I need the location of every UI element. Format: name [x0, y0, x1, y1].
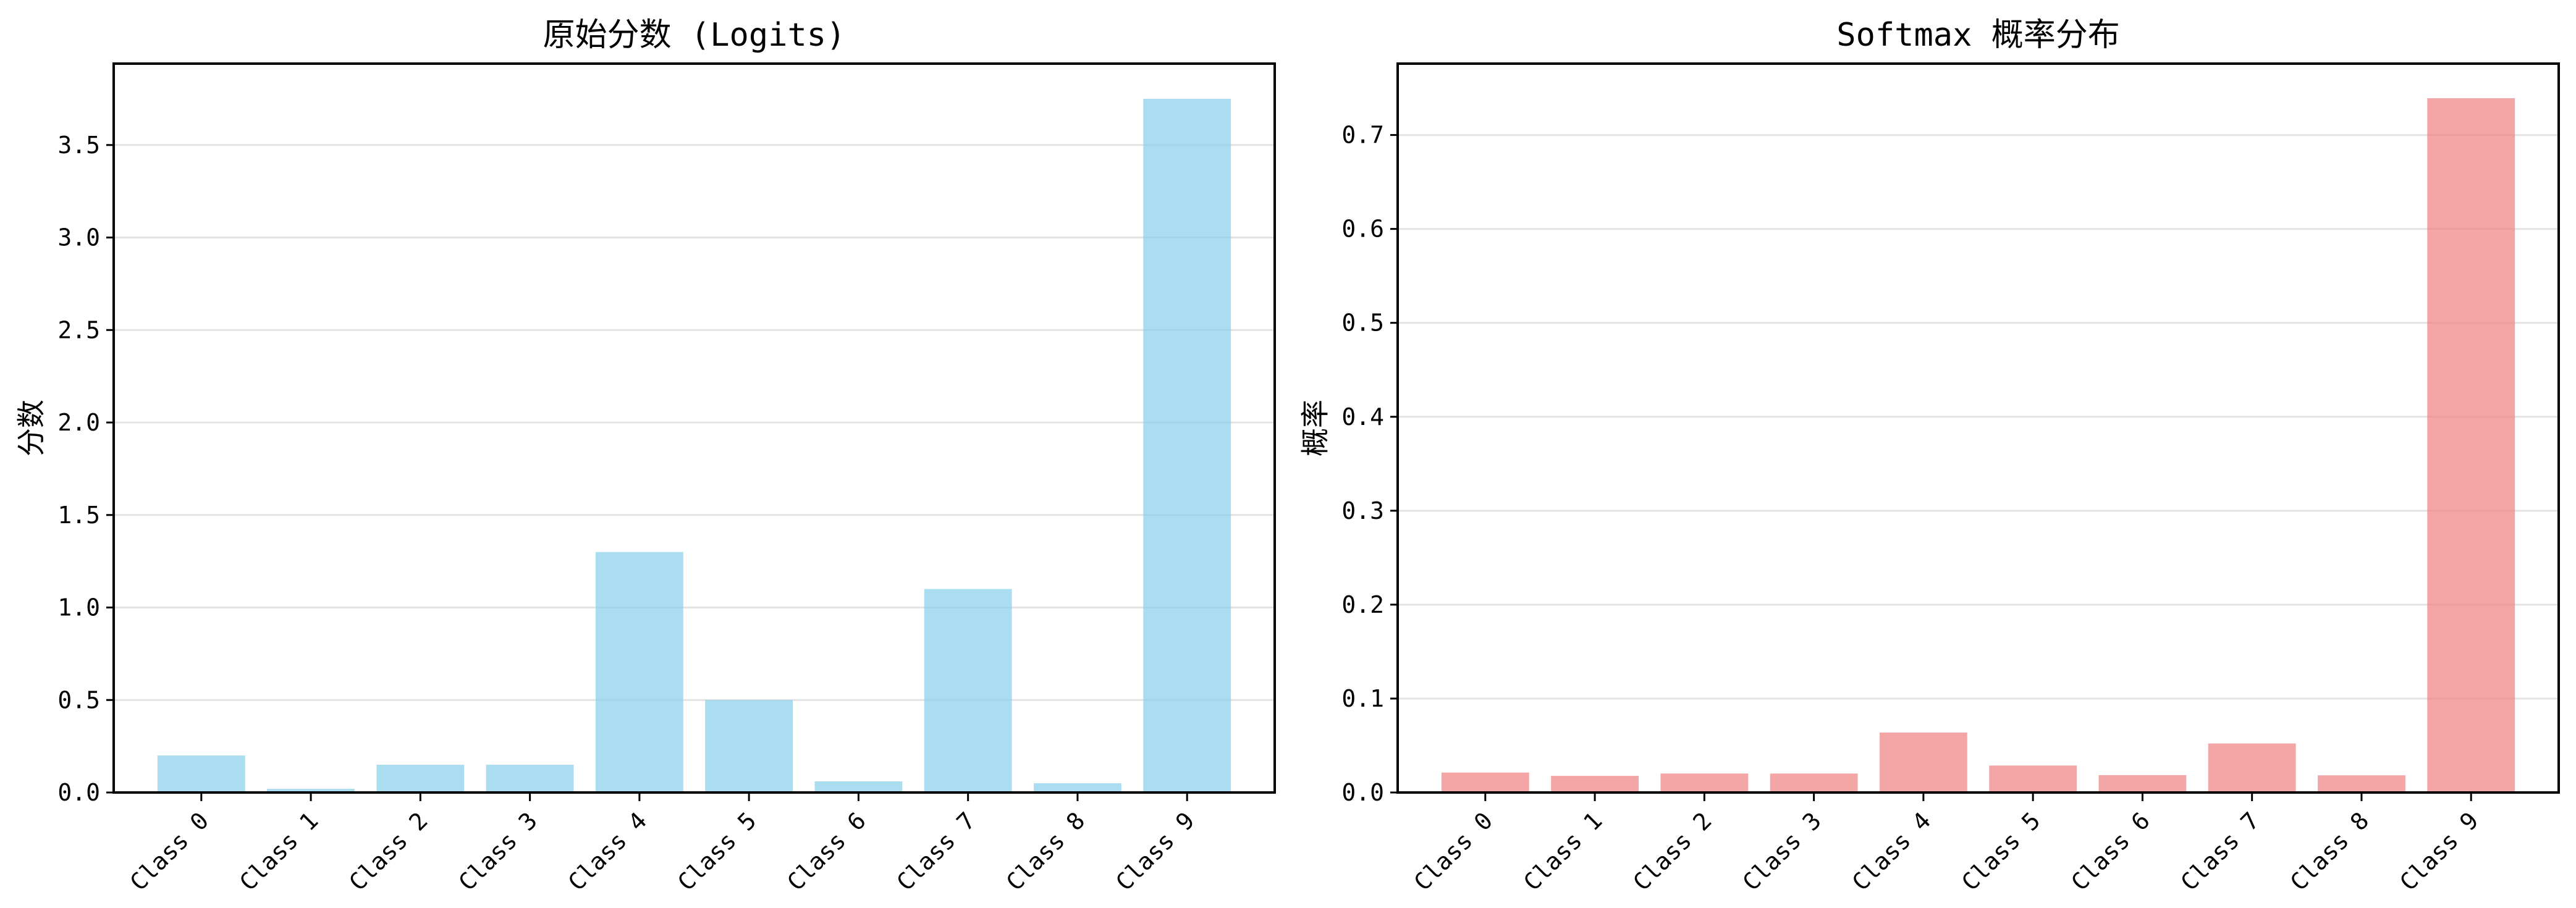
- y-tick-label: 3.0: [57, 224, 100, 251]
- bar-class-6: [814, 781, 903, 792]
- bar-class-1: [267, 789, 355, 792]
- y-tick-label: 1.0: [57, 594, 100, 621]
- y-tick-label: 0.0: [1341, 779, 1384, 806]
- bar-class-3: [486, 765, 574, 792]
- bar-class-5: [1989, 765, 2077, 792]
- y-tick-label: 0.1: [1341, 685, 1384, 712]
- y-tick-label: 0.5: [1341, 309, 1384, 337]
- chart-title: Softmax 概率分布: [1836, 17, 2119, 54]
- y-tick-label: 0.4: [1341, 403, 1384, 431]
- axes-frame: [1396, 62, 2560, 794]
- y-tick-label: 1.5: [57, 502, 100, 529]
- y-axis-label: 概率: [1299, 400, 1332, 456]
- bar-class-0: [1441, 772, 1529, 792]
- y-tick-label: 0.3: [1341, 497, 1384, 524]
- y-tick-label: 0.6: [1341, 216, 1384, 243]
- bar-class-2: [1660, 773, 1749, 792]
- bar-class-4: [1879, 732, 1967, 792]
- bar-class-9: [2427, 98, 2515, 793]
- bar-class-9: [1143, 98, 1231, 792]
- bar-class-8: [1034, 783, 1121, 792]
- y-tick-label: 3.5: [57, 132, 100, 159]
- y-tick-label: 2.0: [57, 409, 100, 436]
- y-axis-label: 分数: [15, 400, 48, 456]
- bar-class-4: [595, 552, 683, 792]
- y-tick-label: 0.7: [1341, 122, 1384, 149]
- bar-class-6: [2098, 775, 2187, 792]
- bar-class-1: [1551, 776, 1639, 792]
- bar-class-8: [2318, 775, 2405, 792]
- axes-frame: [112, 62, 1276, 794]
- bar-class-5: [705, 700, 793, 792]
- y-tick-label: 0.5: [57, 686, 100, 713]
- bar-class-2: [376, 765, 465, 792]
- bar-class-0: [157, 755, 245, 792]
- chart-title: 原始分数 (Logits): [543, 17, 846, 54]
- bar-class-3: [1770, 773, 1858, 792]
- bar-class-7: [2208, 743, 2296, 792]
- y-tick-label: 0.0: [57, 779, 100, 806]
- y-tick-label: 2.5: [57, 316, 100, 343]
- bar-class-7: [924, 589, 1012, 792]
- y-tick-label: 0.2: [1341, 591, 1384, 618]
